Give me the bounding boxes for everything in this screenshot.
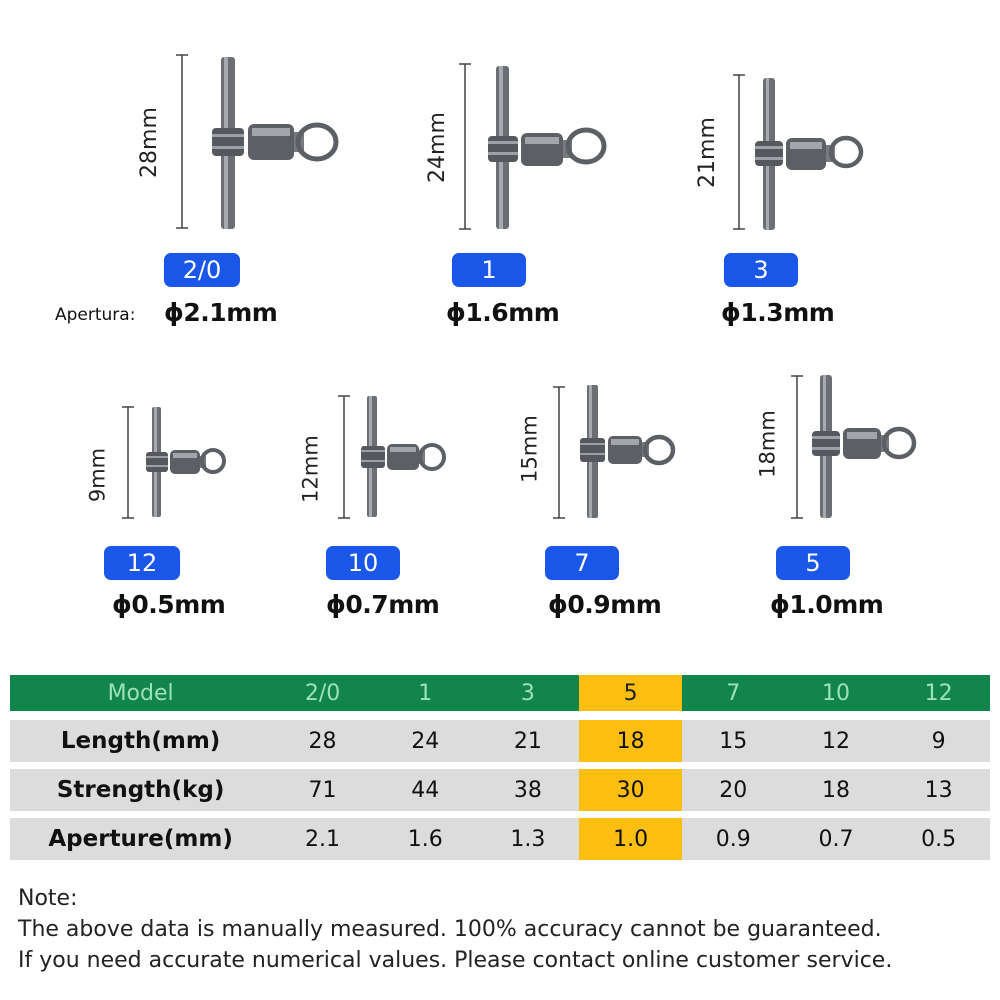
header-cell-highlighted: 5 <box>579 675 682 711</box>
table-cell-highlighted: 1.0 <box>579 818 682 860</box>
header-label: Model <box>107 680 174 706</box>
table-cell-highlighted: 18 <box>579 720 682 762</box>
header-cell: 3 <box>520 680 535 706</box>
t-swivel-icon <box>459 63 607 230</box>
row-label: Strength(kg) <box>56 777 225 803</box>
aperture-value: ϕ1.6mm <box>446 298 560 327</box>
aperture-value: ϕ2.1mm <box>164 298 278 327</box>
table-cell: 9 <box>931 728 946 754</box>
notes: Note: The above data is manually measure… <box>18 883 892 976</box>
aperture-value: ϕ0.5mm <box>112 590 226 619</box>
length-label: 28mm <box>137 107 162 178</box>
header-cell: 1 <box>418 680 433 706</box>
header-cell: 10 <box>821 680 850 706</box>
model-badge: 2/0 <box>164 253 240 287</box>
t-swivel-icon <box>338 395 446 519</box>
aperture-value: ϕ1.0mm <box>770 590 884 619</box>
t-swivel-icon <box>733 74 864 230</box>
table-cell: 12 <box>821 728 850 754</box>
table-row-strength: Strength(kg) 71 44 38 30 20 18 13 <box>10 769 990 811</box>
model-badge: 1 <box>452 253 526 287</box>
aperture-prefix: Apertura: <box>55 305 136 325</box>
table-cell: 44 <box>411 777 440 803</box>
table-cell: 38 <box>513 777 542 803</box>
model-badge: 10 <box>326 546 400 580</box>
table-cell: 2.1 <box>305 826 341 852</box>
length-label: 15mm <box>517 415 542 483</box>
table-cell: 18 <box>821 777 850 803</box>
table-cell: 0.7 <box>818 826 854 852</box>
model-badge: 7 <box>545 546 619 580</box>
row-label: Aperture(mm) <box>48 826 233 852</box>
aperture-value: ϕ1.3mm <box>721 298 835 327</box>
note-line: If you need accurate numerical values. P… <box>18 948 893 973</box>
t-swivel-icon <box>176 54 339 229</box>
row-label: Length(mm) <box>60 728 221 754</box>
table-cell: 28 <box>308 728 337 754</box>
table-cell: 1.3 <box>510 826 546 852</box>
t-swivel-icon <box>553 385 676 519</box>
table-header-row: Model 2/0 1 3 5 7 10 12 <box>10 675 990 711</box>
table-cell: 71 <box>308 777 337 803</box>
table-cell: 1.6 <box>407 826 443 852</box>
aperture-value: ϕ0.7mm <box>326 590 440 619</box>
length-label: 18mm <box>755 410 780 478</box>
aperture-value: ϕ0.9mm <box>548 590 662 619</box>
length-label: 24mm <box>425 112 450 183</box>
length-label: 12mm <box>298 435 323 503</box>
model-badge: 12 <box>104 546 180 580</box>
length-label: 21mm <box>695 117 720 188</box>
model-badge: 5 <box>776 546 850 580</box>
header-cell: 12 <box>924 680 953 706</box>
table-cell: 13 <box>924 777 953 803</box>
note-title: Note: <box>18 886 78 911</box>
table-row-length: Length(mm) 28 24 21 18 15 12 9 <box>10 720 990 762</box>
header-cell: 7 <box>726 680 741 706</box>
length-label: 9mm <box>85 447 110 503</box>
table-cell: 20 <box>719 777 748 803</box>
t-swivel-icon <box>791 375 917 519</box>
table-cell: 21 <box>513 728 542 754</box>
table-row-aperture: Aperture(mm) 2.1 1.6 1.3 1.0 0.9 0.7 0.5 <box>10 818 990 860</box>
table-cell: 0.9 <box>715 826 751 852</box>
table-cell-highlighted: 30 <box>579 769 682 811</box>
header-cell: 2/0 <box>304 680 341 706</box>
note-line: The above data is manually measured. 100… <box>18 917 882 942</box>
model-badge: 3 <box>724 253 798 287</box>
table-cell: 0.5 <box>921 826 957 852</box>
t-swivel-icon <box>122 406 226 519</box>
table-cell: 24 <box>411 728 440 754</box>
table-cell: 15 <box>719 728 748 754</box>
